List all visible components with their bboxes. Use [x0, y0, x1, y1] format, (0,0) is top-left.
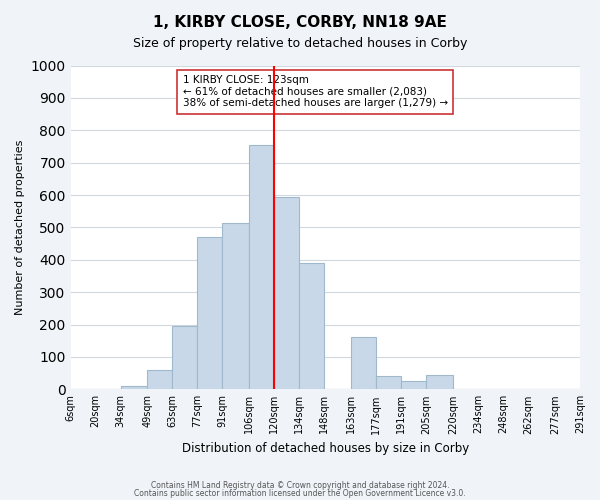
Bar [299, 263, 325, 390]
Bar [249, 145, 274, 390]
Bar [223, 222, 249, 390]
Bar [121, 386, 148, 390]
Bar [197, 237, 223, 390]
Text: Contains public sector information licensed under the Open Government Licence v3: Contains public sector information licen… [134, 488, 466, 498]
Bar [401, 381, 426, 390]
Bar [274, 196, 299, 390]
Bar [351, 338, 376, 390]
Text: Size of property relative to detached houses in Corby: Size of property relative to detached ho… [133, 38, 467, 51]
X-axis label: Distribution of detached houses by size in Corby: Distribution of detached houses by size … [182, 442, 469, 455]
Text: Contains HM Land Registry data © Crown copyright and database right 2024.: Contains HM Land Registry data © Crown c… [151, 481, 449, 490]
Bar [172, 326, 197, 390]
Bar [426, 374, 453, 390]
Bar [376, 376, 401, 390]
Y-axis label: Number of detached properties: Number of detached properties [15, 140, 25, 315]
Text: 1 KIRBY CLOSE: 123sqm
← 61% of detached houses are smaller (2,083)
38% of semi-d: 1 KIRBY CLOSE: 123sqm ← 61% of detached … [182, 75, 448, 108]
Text: 1, KIRBY CLOSE, CORBY, NN18 9AE: 1, KIRBY CLOSE, CORBY, NN18 9AE [153, 15, 447, 30]
Bar [148, 370, 172, 390]
